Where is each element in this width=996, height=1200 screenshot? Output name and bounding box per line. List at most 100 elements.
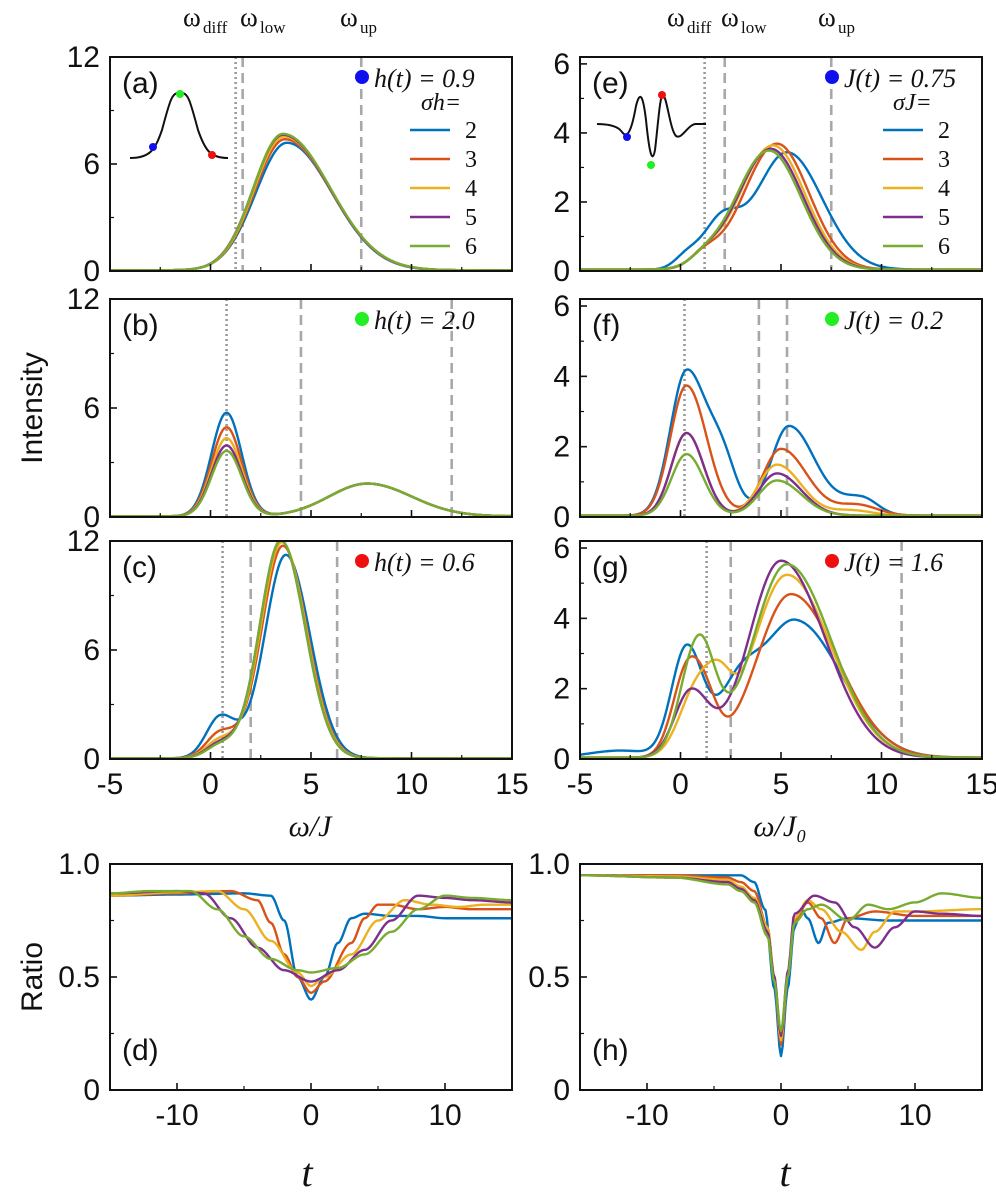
omega-low-label: ω bbox=[240, 2, 258, 32]
y-tick-label: 0.5 bbox=[528, 961, 570, 994]
panel-label: (g) bbox=[592, 551, 629, 584]
y-tick-label: 1.0 bbox=[58, 848, 100, 881]
series-line-sigma-5 bbox=[580, 147, 982, 271]
legend-label: 6 bbox=[938, 234, 950, 260]
inset-marker-green bbox=[647, 161, 655, 169]
intensity-axis-label: Intensity bbox=[16, 352, 49, 464]
y-tick-label: 12 bbox=[67, 283, 100, 316]
series-line-sigma-2 bbox=[110, 892, 512, 1001]
legend-label: 5 bbox=[938, 205, 950, 231]
series-line-sigma-6 bbox=[580, 149, 982, 271]
omega-up-label: ω bbox=[340, 2, 358, 32]
y-tick-label: 0 bbox=[83, 255, 100, 288]
omega-diff-subscript: diff bbox=[687, 18, 712, 37]
panel-f-intensity-j02: 0 2 4 6 (f) J(t) = 0.2 bbox=[553, 290, 983, 534]
y-tick-label: 0.5 bbox=[58, 961, 100, 994]
series-line-sigma-5 bbox=[580, 431, 982, 517]
legend-label: 4 bbox=[465, 176, 477, 202]
y-tick-label: 6 bbox=[553, 290, 570, 323]
y-tick-label: 0 bbox=[553, 255, 570, 288]
inset-marker-red bbox=[658, 91, 666, 99]
y-tick-label: 12 bbox=[67, 525, 100, 558]
omega-diff-label: ω bbox=[183, 2, 201, 32]
y-tick-label: 0 bbox=[553, 1074, 570, 1107]
x-tick-label: 5 bbox=[303, 768, 320, 801]
omega-up-subscript: up bbox=[360, 18, 377, 37]
x-tick-label: 10 bbox=[395, 768, 428, 801]
panel-b-intensity-h20: 0 6 12 (b) h(t) = 2.0 bbox=[67, 283, 513, 534]
series-line-sigma-3 bbox=[110, 426, 512, 517]
y-tick-label: 0 bbox=[83, 743, 100, 776]
panel-h-ratio-j: 0 0.5 1.0 -10 0 10 (h) bbox=[528, 848, 983, 1132]
y-tick-label: 0 bbox=[83, 501, 100, 534]
panel-label: (b) bbox=[122, 309, 159, 342]
annotation-marker-dot bbox=[825, 554, 839, 568]
series-line-sigma-5 bbox=[580, 874, 982, 1037]
panel-label: (d) bbox=[122, 1034, 159, 1067]
y-tick-label: 0 bbox=[553, 743, 570, 776]
y-tick-label: 0 bbox=[553, 501, 570, 534]
panel-d-ratio-h: 0 0.5 1.0 -10 0 10 (d) bbox=[58, 848, 513, 1132]
panel-annotation: J(t) = 1.6 bbox=[844, 548, 943, 577]
panel-label: (f) bbox=[592, 309, 620, 342]
x-tick-label: 15 bbox=[495, 768, 528, 801]
inset-marker-blue bbox=[623, 133, 631, 141]
x-axis-label-omega-over-j0: ω/J₀ bbox=[753, 810, 806, 843]
inset-gaussian-curve bbox=[129, 91, 229, 159]
y-tick-label: 12 bbox=[67, 41, 100, 74]
legend-label: 5 bbox=[465, 205, 477, 231]
panel-annotation: h(t) = 0.6 bbox=[374, 548, 475, 577]
x-tick-label: -5 bbox=[567, 768, 594, 801]
omega-diff-subscript: diff bbox=[203, 18, 228, 37]
omega-up-label: ω bbox=[818, 2, 836, 32]
x-tick-label: 10 bbox=[898, 1099, 931, 1132]
annotation-marker-dot bbox=[355, 554, 369, 568]
omega-low-subscript: low bbox=[741, 18, 767, 37]
legend-label: 2 bbox=[938, 118, 950, 144]
series-line-sigma-4 bbox=[580, 144, 982, 271]
y-tick-label: 0 bbox=[83, 1074, 100, 1107]
legend-title: σJ= bbox=[893, 90, 932, 116]
series-line-sigma-6 bbox=[580, 874, 982, 1033]
x-axis-label-omega-over-j: ω/J bbox=[289, 810, 334, 843]
x-tick-label: -5 bbox=[97, 768, 124, 801]
series-line-sigma-5 bbox=[580, 559, 982, 759]
series-line-sigma-2 bbox=[580, 151, 982, 271]
y-tick-label: 2 bbox=[553, 186, 570, 219]
series-line-sigma-5 bbox=[110, 889, 512, 983]
legend-label: 4 bbox=[938, 176, 950, 202]
panel-annotation: J(t) = 0.2 bbox=[844, 306, 943, 335]
series-line-sigma-6 bbox=[580, 452, 982, 517]
panel-annotation: h(t) = 2.0 bbox=[374, 306, 475, 335]
inset-gaussian-pulse bbox=[129, 90, 229, 159]
x-tick-label: 0 bbox=[773, 1099, 790, 1132]
series-line-sigma-6 bbox=[580, 563, 982, 759]
panel-annotation: h(t) = 0.9 bbox=[374, 64, 475, 93]
panel-label: (h) bbox=[592, 1034, 629, 1067]
x-tick-label: -10 bbox=[155, 1099, 198, 1132]
omega-low-label: ω bbox=[721, 2, 739, 32]
annotation-marker-dot bbox=[825, 70, 839, 84]
y-tick-label: 6 bbox=[83, 392, 100, 425]
inset-oscillating-pulse bbox=[596, 91, 706, 169]
x-tick-label: 10 bbox=[428, 1099, 461, 1132]
y-tick-label: 4 bbox=[553, 602, 570, 635]
omega-up-subscript: up bbox=[838, 18, 855, 37]
panel-label: (e) bbox=[592, 67, 629, 100]
legend-sigma-j: σJ= 2 3 4 5 6 bbox=[883, 90, 950, 260]
ratio-axis-label: Ratio bbox=[16, 942, 49, 1012]
series-line-sigma-3 bbox=[580, 384, 982, 517]
y-tick-label: 1.0 bbox=[528, 848, 570, 881]
inset-marker-green bbox=[176, 90, 184, 98]
legend-sigma-h: σh= 2 3 4 5 6 bbox=[410, 90, 477, 260]
annotation-marker-dot bbox=[355, 70, 369, 84]
top-labels-left: ω diff ω low ω up bbox=[183, 2, 377, 37]
series-line-sigma-2 bbox=[580, 368, 982, 517]
omega-diff-label: ω bbox=[667, 2, 685, 32]
y-tick-label: 2 bbox=[553, 431, 570, 464]
series-line-sigma-2 bbox=[110, 141, 512, 271]
legend-label: 6 bbox=[465, 234, 477, 260]
